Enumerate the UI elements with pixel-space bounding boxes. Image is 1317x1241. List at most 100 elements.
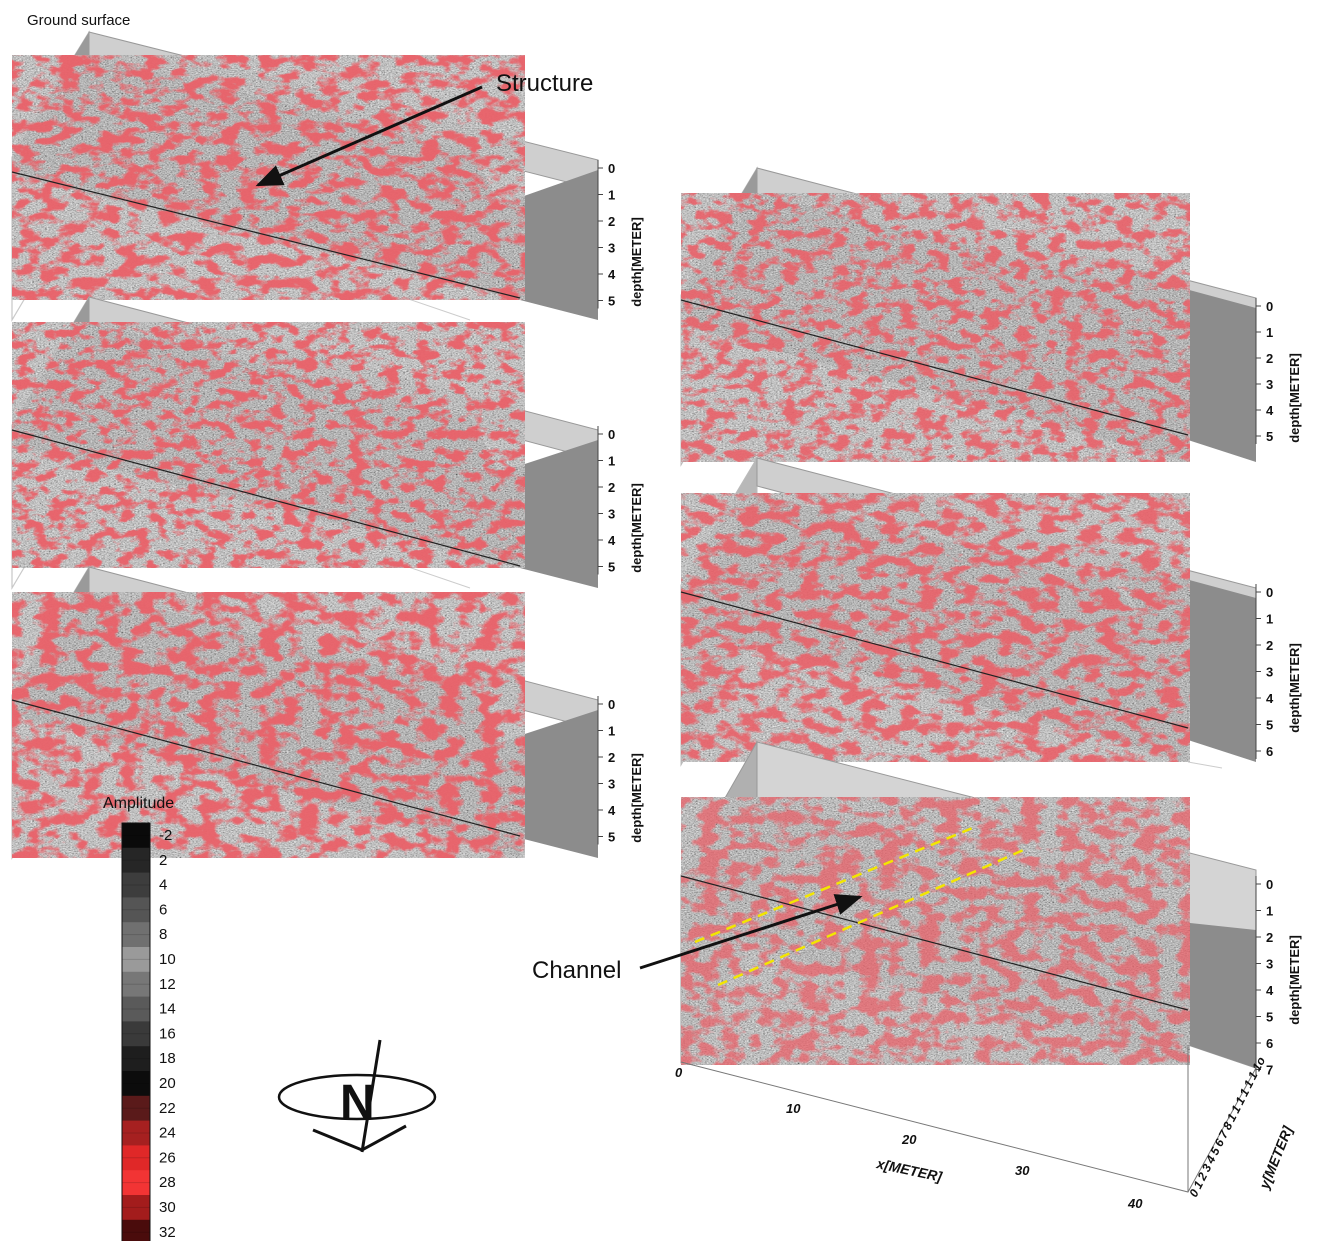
legend-label: 14 <box>159 1001 176 1018</box>
compass-arrowhead <box>312 1124 407 1152</box>
depth-tick-label: 0 <box>1266 877 1273 892</box>
ground-surface-label: Ground surface <box>27 12 131 29</box>
legend-swatch <box>122 1219 150 1241</box>
depth-tick-label: 3 <box>1266 377 1273 392</box>
depth-axes: 0 1 2 3 4 5 depth[METER] 0 1 2 3 4 5 depth[METER] 0 1 2 3… <box>597 160 1302 1078</box>
legend-label: 12 <box>159 976 176 993</box>
slice-plane <box>12 322 525 568</box>
x-tick-label: 0 <box>675 1065 683 1080</box>
depth-tick-label: 3 <box>608 507 615 522</box>
depth-tick-label: 5 <box>608 560 615 575</box>
depth-tick-label: 3 <box>608 241 615 256</box>
depth-tick-label: 4 <box>1266 691 1274 706</box>
legend-label: 6 <box>159 901 167 918</box>
depth-slice-left-3 <box>11 565 599 860</box>
legend-swatch <box>122 1095 150 1122</box>
depth-axis: 0 1 2 3 4 5 6 depth[METER] <box>1255 584 1302 759</box>
x-axis-label: x[METER] <box>874 1155 944 1185</box>
depth-slice-left-2 <box>11 295 599 590</box>
depth-tick-label: 5 <box>1266 718 1273 733</box>
depth-tick-label: 1 <box>1266 612 1273 627</box>
legend-label: -2 <box>159 827 172 844</box>
depth-tick-label: 0 <box>608 427 615 442</box>
depth-tick-label: 6 <box>1266 744 1273 759</box>
x-tick-label: 10 <box>786 1101 801 1116</box>
depth-tick-label: 4 <box>1266 403 1274 418</box>
legend-swatch <box>122 996 150 1022</box>
legend-label: 24 <box>159 1125 176 1142</box>
legend-swatch <box>122 1145 150 1171</box>
depth-tick-label: 4 <box>608 803 616 818</box>
legend-swatch <box>122 1170 150 1196</box>
depth-axis-label: depth[METER] <box>1287 353 1302 443</box>
legend-label: 26 <box>159 1149 176 1166</box>
legend-label: 16 <box>159 1025 176 1042</box>
depth-tick-label: 1 <box>1266 904 1273 919</box>
legend-label: 30 <box>159 1199 176 1216</box>
depth-tick-label: 5 <box>1266 1010 1273 1025</box>
slice-plane <box>12 592 525 858</box>
legend-swatch <box>122 947 150 973</box>
depth-tick-label: 4 <box>608 267 616 282</box>
legend-swatch <box>122 1071 150 1097</box>
channel-label: Channel <box>532 957 622 984</box>
legend-swatch <box>122 897 150 923</box>
depth-axis: 0 1 2 3 4 5 depth[METER] <box>597 426 644 575</box>
depth-axis-label: depth[METER] <box>1287 935 1302 1025</box>
depth-tick-label: 4 <box>608 533 616 548</box>
legend-swatch <box>122 1021 150 1047</box>
legend-swatch <box>122 1195 150 1221</box>
channel-boundary-line <box>717 846 1029 987</box>
depth-tick-label: 2 <box>608 480 615 495</box>
legend-label: 18 <box>159 1050 176 1067</box>
legend-swatch <box>122 1120 150 1146</box>
depth-tick-label: 7 <box>1266 1063 1273 1078</box>
structure-arrow <box>255 85 483 187</box>
depth-tick-label: 1 <box>608 454 615 469</box>
legend-swatch <box>122 847 150 874</box>
depth-tick-label: 3 <box>608 777 615 792</box>
depth-tick-label: 1 <box>608 724 615 739</box>
legend-label: 10 <box>159 951 176 968</box>
legend-label: 20 <box>159 1075 176 1092</box>
north-compass: N <box>277 1039 437 1153</box>
depth-tick-label: 0 <box>608 161 615 176</box>
legend-title: Amplitude <box>103 795 175 812</box>
x-tick-label: 40 <box>1127 1196 1143 1211</box>
depth-tick-label: 0 <box>1266 585 1273 600</box>
depth-tick-label: 2 <box>1266 351 1273 366</box>
legend-label: 2 <box>159 852 167 869</box>
depth-tick-label: 2 <box>1266 930 1273 945</box>
depth-tick-label: 2 <box>608 750 615 765</box>
depth-tick-label: 2 <box>1266 638 1273 653</box>
depth-axis-label: depth[METER] <box>1287 643 1302 733</box>
depth-axis-label: depth[METER] <box>629 217 644 307</box>
x-tick-label: 30 <box>1015 1163 1030 1178</box>
depth-tick-label: 5 <box>608 294 615 309</box>
legend-label: 22 <box>159 1100 176 1117</box>
depth-slice-right-1 <box>680 166 1257 467</box>
compass-ellipse <box>277 1073 437 1121</box>
depth-tick-label: 2 <box>608 214 615 229</box>
depth-axis: 0 1 2 3 4 5 6 7 depth[METER] <box>1255 876 1302 1078</box>
channel-arrow <box>639 894 863 970</box>
depth-tick-label: 6 <box>1266 1036 1273 1051</box>
depth-axis: 0 1 2 3 4 5 depth[METER] <box>597 696 644 845</box>
depth-tick-label: 3 <box>1266 957 1273 972</box>
y-tick-label: 1o <box>1249 1054 1268 1073</box>
legend-swatch <box>122 872 150 898</box>
slice-plane <box>681 193 1190 462</box>
x-tick-label: 20 <box>901 1132 917 1147</box>
depth-tick-label: 1 <box>608 188 615 203</box>
compass-letter: N <box>340 1076 375 1129</box>
legend-swatch <box>122 823 150 849</box>
legend-swatch <box>122 971 150 998</box>
y-axis-label: y[METER] <box>1256 1123 1296 1192</box>
depth-slice-right-2 <box>680 456 1257 769</box>
depth-axis-label: depth[METER] <box>629 753 644 843</box>
legend-swatch <box>122 922 150 948</box>
depth-tick-label: 5 <box>1266 429 1273 444</box>
depth-tick-label: 4 <box>1266 983 1274 998</box>
